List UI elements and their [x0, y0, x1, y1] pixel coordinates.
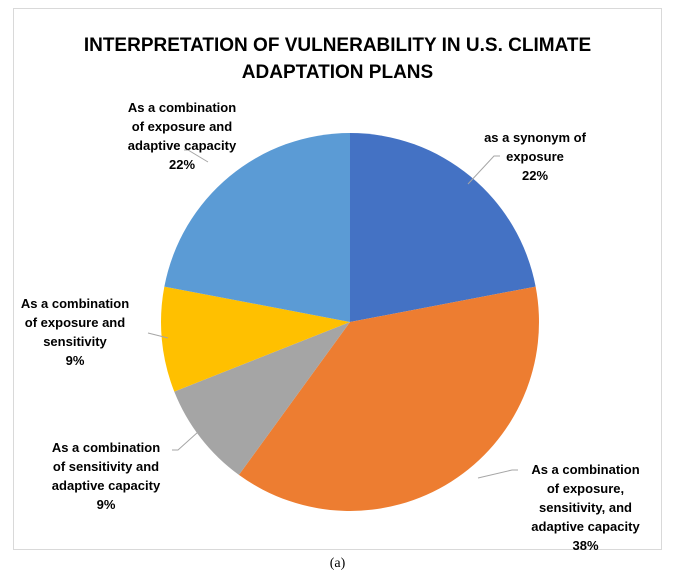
slice-label-synonym-exposure: as a synonym of exposure 22% [470, 128, 600, 185]
slice-label-line: as a synonym of [484, 130, 586, 145]
slice-label-line: adaptive capacity [51, 478, 161, 493]
slice-label-line: of sensitivity and [52, 459, 160, 474]
slice-label-sensitivity-adaptive: As a combination of sensitivity and adap… [40, 438, 172, 514]
slice-label-line: As a combination [20, 296, 130, 311]
slice-percent-label: 22% [521, 168, 549, 183]
chart-title: INTERPRETATION OF VULNERABILITY IN U.S. … [13, 32, 662, 86]
pie-slice-sensitivity-adaptive [174, 322, 350, 475]
slice-label-line: sensitivity [43, 334, 107, 349]
chart-title-line-2: ADAPTATION PLANS [241, 62, 434, 83]
slice-label-line: of exposure, [546, 481, 625, 496]
leader-line [147, 332, 169, 339]
figure-caption: (a) [329, 556, 346, 571]
slice-label-line: As a combination [531, 462, 640, 477]
leader-line [172, 431, 199, 451]
slice-label-line: As a combination [127, 100, 237, 115]
pie-slice-exposure-sensitivity [160, 286, 350, 392]
slice-label-line: As a combination [51, 440, 161, 455]
slice-percent-label: 38% [572, 538, 599, 553]
pie-slice-exposure-sensitivity-adaptive [238, 286, 539, 511]
leader-line [467, 155, 500, 185]
leader-line [184, 149, 209, 163]
slice-label-line: of exposure and [24, 315, 126, 330]
slice-label-exposure-sensitivity-adaptive: As a combination of exposure, sensitivit… [518, 460, 653, 555]
slice-label-line: sensitivity, and [539, 500, 632, 515]
slice-label-line: adaptive capacity [127, 138, 237, 153]
slice-label-line: exposure [506, 149, 564, 164]
slice-label-line: of exposure and [131, 119, 233, 134]
slice-percent-label: 9% [96, 497, 116, 512]
slice-label-line: adaptive capacity [531, 519, 640, 534]
chart-title-line-1: INTERPRETATION OF VULNERABILITY IN U.S. … [83, 35, 592, 56]
slice-label-exposure-sensitivity: As a combination of exposure and sensiti… [10, 294, 140, 370]
slice-percent-label: 22% [168, 157, 196, 172]
pie-slice-synonym-exposure [350, 133, 536, 322]
pie-slice-exposure-adaptive [164, 133, 350, 322]
slice-percent-label: 9% [65, 353, 85, 368]
leader-line [477, 469, 518, 479]
slice-label-exposure-adaptive: As a combination of exposure and adaptiv… [112, 98, 252, 174]
